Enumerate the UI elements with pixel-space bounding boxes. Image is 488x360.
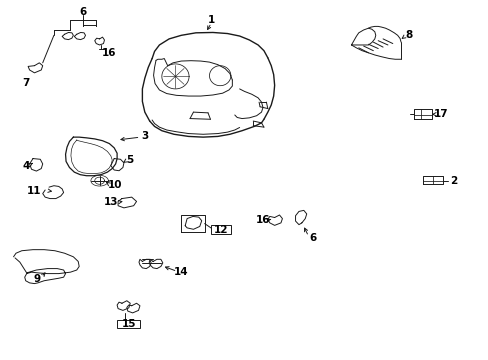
Text: 13: 13 [103, 197, 118, 207]
Text: 6: 6 [79, 7, 86, 17]
Bar [211, 225, 230, 234]
Text: 16: 16 [255, 215, 270, 225]
Text: 6: 6 [308, 233, 316, 243]
Text: 5: 5 [126, 156, 134, 165]
Text: 9: 9 [33, 274, 41, 284]
Text: 1: 1 [207, 15, 215, 25]
Text: 10: 10 [107, 180, 122, 190]
Text: 8: 8 [405, 30, 411, 40]
Text: 14: 14 [174, 267, 188, 277]
Text: 12: 12 [213, 225, 228, 235]
Text: 3: 3 [141, 131, 148, 141]
Text: 2: 2 [449, 176, 456, 186]
Text: 15: 15 [122, 319, 136, 329]
Text: 11: 11 [27, 186, 41, 196]
Text: 4: 4 [22, 161, 29, 171]
Text: 7: 7 [22, 78, 29, 88]
Text: 16: 16 [102, 48, 116, 58]
Text: 17: 17 [433, 109, 448, 119]
Bar [117, 320, 140, 328]
